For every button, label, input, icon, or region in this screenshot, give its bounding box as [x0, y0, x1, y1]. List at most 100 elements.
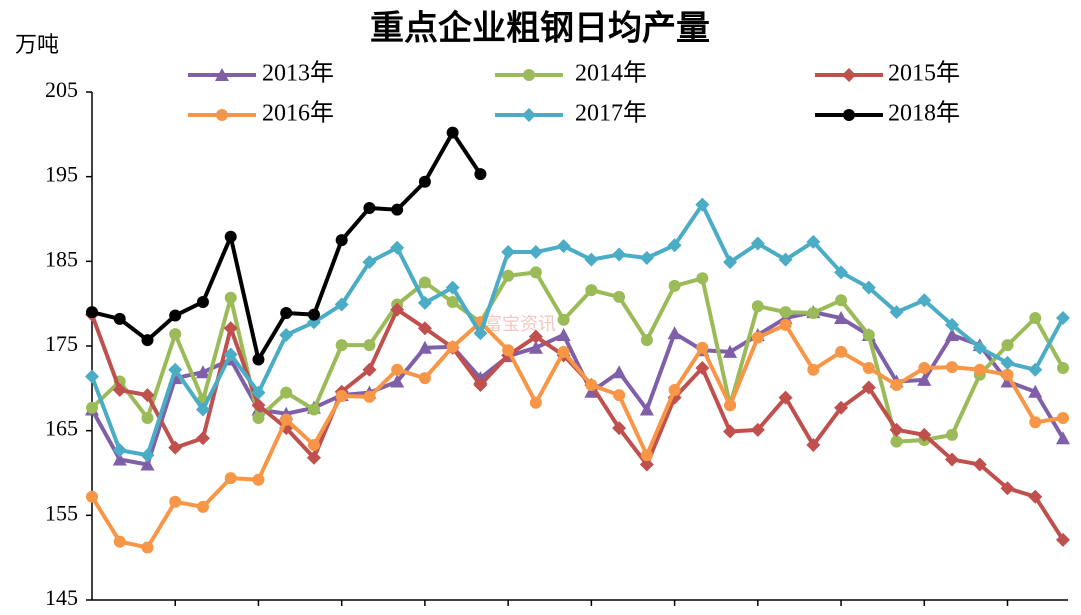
legend-marker — [842, 68, 856, 82]
point — [807, 306, 820, 319]
point — [557, 345, 570, 358]
point — [779, 306, 792, 319]
point — [86, 306, 98, 319]
point — [861, 280, 876, 295]
point — [307, 403, 320, 416]
point — [528, 329, 543, 344]
point — [723, 344, 738, 358]
point — [446, 340, 459, 353]
point — [807, 363, 820, 376]
point — [446, 295, 459, 308]
point — [502, 344, 515, 357]
point — [168, 440, 183, 455]
point — [473, 377, 488, 392]
point — [834, 311, 849, 325]
point — [529, 396, 542, 409]
point — [890, 435, 903, 448]
point — [1001, 339, 1014, 352]
point — [945, 452, 960, 467]
legend-label: 2014年 — [575, 60, 647, 87]
point — [280, 413, 293, 426]
point — [1000, 355, 1015, 370]
point — [668, 279, 681, 292]
point — [640, 334, 653, 347]
point — [946, 428, 959, 441]
point — [196, 500, 209, 513]
point — [390, 374, 405, 388]
point — [112, 443, 127, 458]
y-tick-label: 145 — [45, 585, 78, 610]
point — [141, 541, 154, 554]
point — [696, 341, 709, 354]
legend-marker — [843, 109, 855, 121]
point — [252, 353, 265, 366]
point — [889, 422, 904, 437]
point — [446, 126, 459, 139]
y-tick-label: 195 — [45, 162, 78, 187]
point — [307, 439, 320, 452]
point — [140, 388, 155, 403]
point — [778, 252, 793, 267]
point — [1056, 431, 1070, 445]
point — [224, 230, 237, 243]
point — [417, 321, 432, 336]
point — [363, 390, 376, 403]
point — [501, 245, 516, 260]
point — [862, 362, 875, 375]
point — [946, 361, 959, 374]
legend-label: 2013年 — [262, 60, 334, 87]
point — [418, 372, 431, 385]
point — [612, 421, 627, 436]
point — [750, 236, 765, 251]
point — [806, 234, 821, 249]
point — [585, 378, 598, 391]
point — [169, 309, 182, 322]
point — [834, 265, 849, 280]
legend-label: 2017年 — [575, 100, 647, 127]
point — [528, 340, 543, 354]
point — [169, 328, 182, 341]
point — [306, 450, 321, 465]
point — [141, 334, 154, 347]
point — [85, 369, 99, 384]
point — [945, 327, 960, 341]
series-line — [90, 307, 1065, 541]
point — [861, 380, 876, 395]
point — [695, 197, 710, 212]
point — [168, 362, 183, 377]
point — [86, 401, 98, 414]
point — [835, 345, 848, 358]
point — [113, 312, 126, 325]
point — [1028, 384, 1043, 398]
point — [335, 389, 348, 402]
point — [474, 168, 487, 181]
y-tick-label: 165 — [45, 416, 78, 441]
point — [362, 362, 377, 377]
point — [723, 424, 738, 439]
y-tick-label: 175 — [45, 331, 78, 356]
point — [362, 255, 377, 270]
point — [141, 411, 154, 424]
point — [251, 385, 266, 400]
y-tick-label: 155 — [45, 500, 78, 525]
point — [834, 400, 849, 415]
point — [1028, 489, 1043, 504]
point — [1001, 368, 1014, 381]
point — [973, 363, 986, 376]
point — [695, 361, 710, 376]
y-axis-label: 万吨 — [15, 33, 59, 58]
point — [445, 280, 460, 295]
point — [667, 326, 682, 340]
y-tick-label: 185 — [45, 246, 78, 271]
point — [917, 293, 932, 308]
point — [279, 327, 294, 342]
point — [889, 305, 904, 320]
point — [112, 383, 127, 398]
point — [113, 535, 126, 548]
point — [945, 317, 960, 332]
point — [556, 327, 571, 341]
point — [169, 495, 182, 508]
point — [612, 365, 627, 379]
point — [639, 250, 654, 265]
